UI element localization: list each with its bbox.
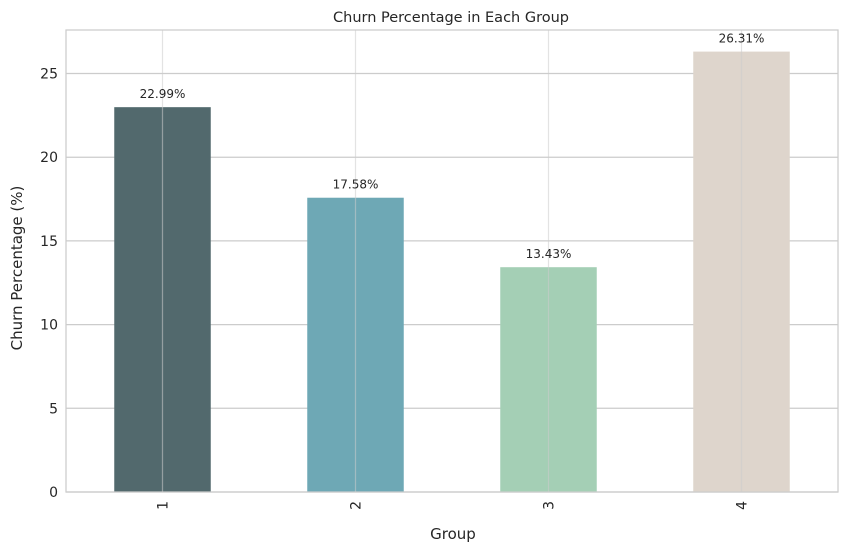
y-tick-label: 5 bbox=[49, 401, 58, 417]
axis-ticks-layer: 0 5 10 15 20 25 1 2 3 4 bbox=[40, 67, 750, 510]
data-label: 26.31% bbox=[719, 32, 765, 46]
y-tick-label: 15 bbox=[40, 234, 58, 250]
vertical-grid-lines bbox=[161, 30, 743, 492]
y-tick-label: 10 bbox=[40, 318, 58, 334]
y-axis-label: Churn Percentage (%) bbox=[8, 186, 26, 351]
plot-frame bbox=[65, 29, 839, 493]
y-tick-label: 20 bbox=[40, 150, 58, 166]
chart-title: Churn Percentage in Each Group bbox=[333, 10, 569, 26]
bars-layer bbox=[114, 51, 790, 493]
x-tick-label: 1 bbox=[156, 501, 172, 510]
data-label: 17.58% bbox=[333, 178, 379, 192]
y-tick-label: 25 bbox=[40, 67, 58, 83]
x-tick-label: 2 bbox=[349, 501, 365, 510]
data-labels-layer: 22.99% 17.58% 13.43% 26.31% bbox=[140, 32, 765, 262]
y-tick-label: 0 bbox=[49, 485, 58, 501]
x-axis-label: Group bbox=[430, 525, 476, 543]
data-label: 13.43% bbox=[526, 247, 572, 261]
data-label: 22.99% bbox=[140, 87, 186, 101]
x-tick-label: 4 bbox=[735, 501, 751, 510]
x-tick-label: 3 bbox=[542, 501, 558, 510]
